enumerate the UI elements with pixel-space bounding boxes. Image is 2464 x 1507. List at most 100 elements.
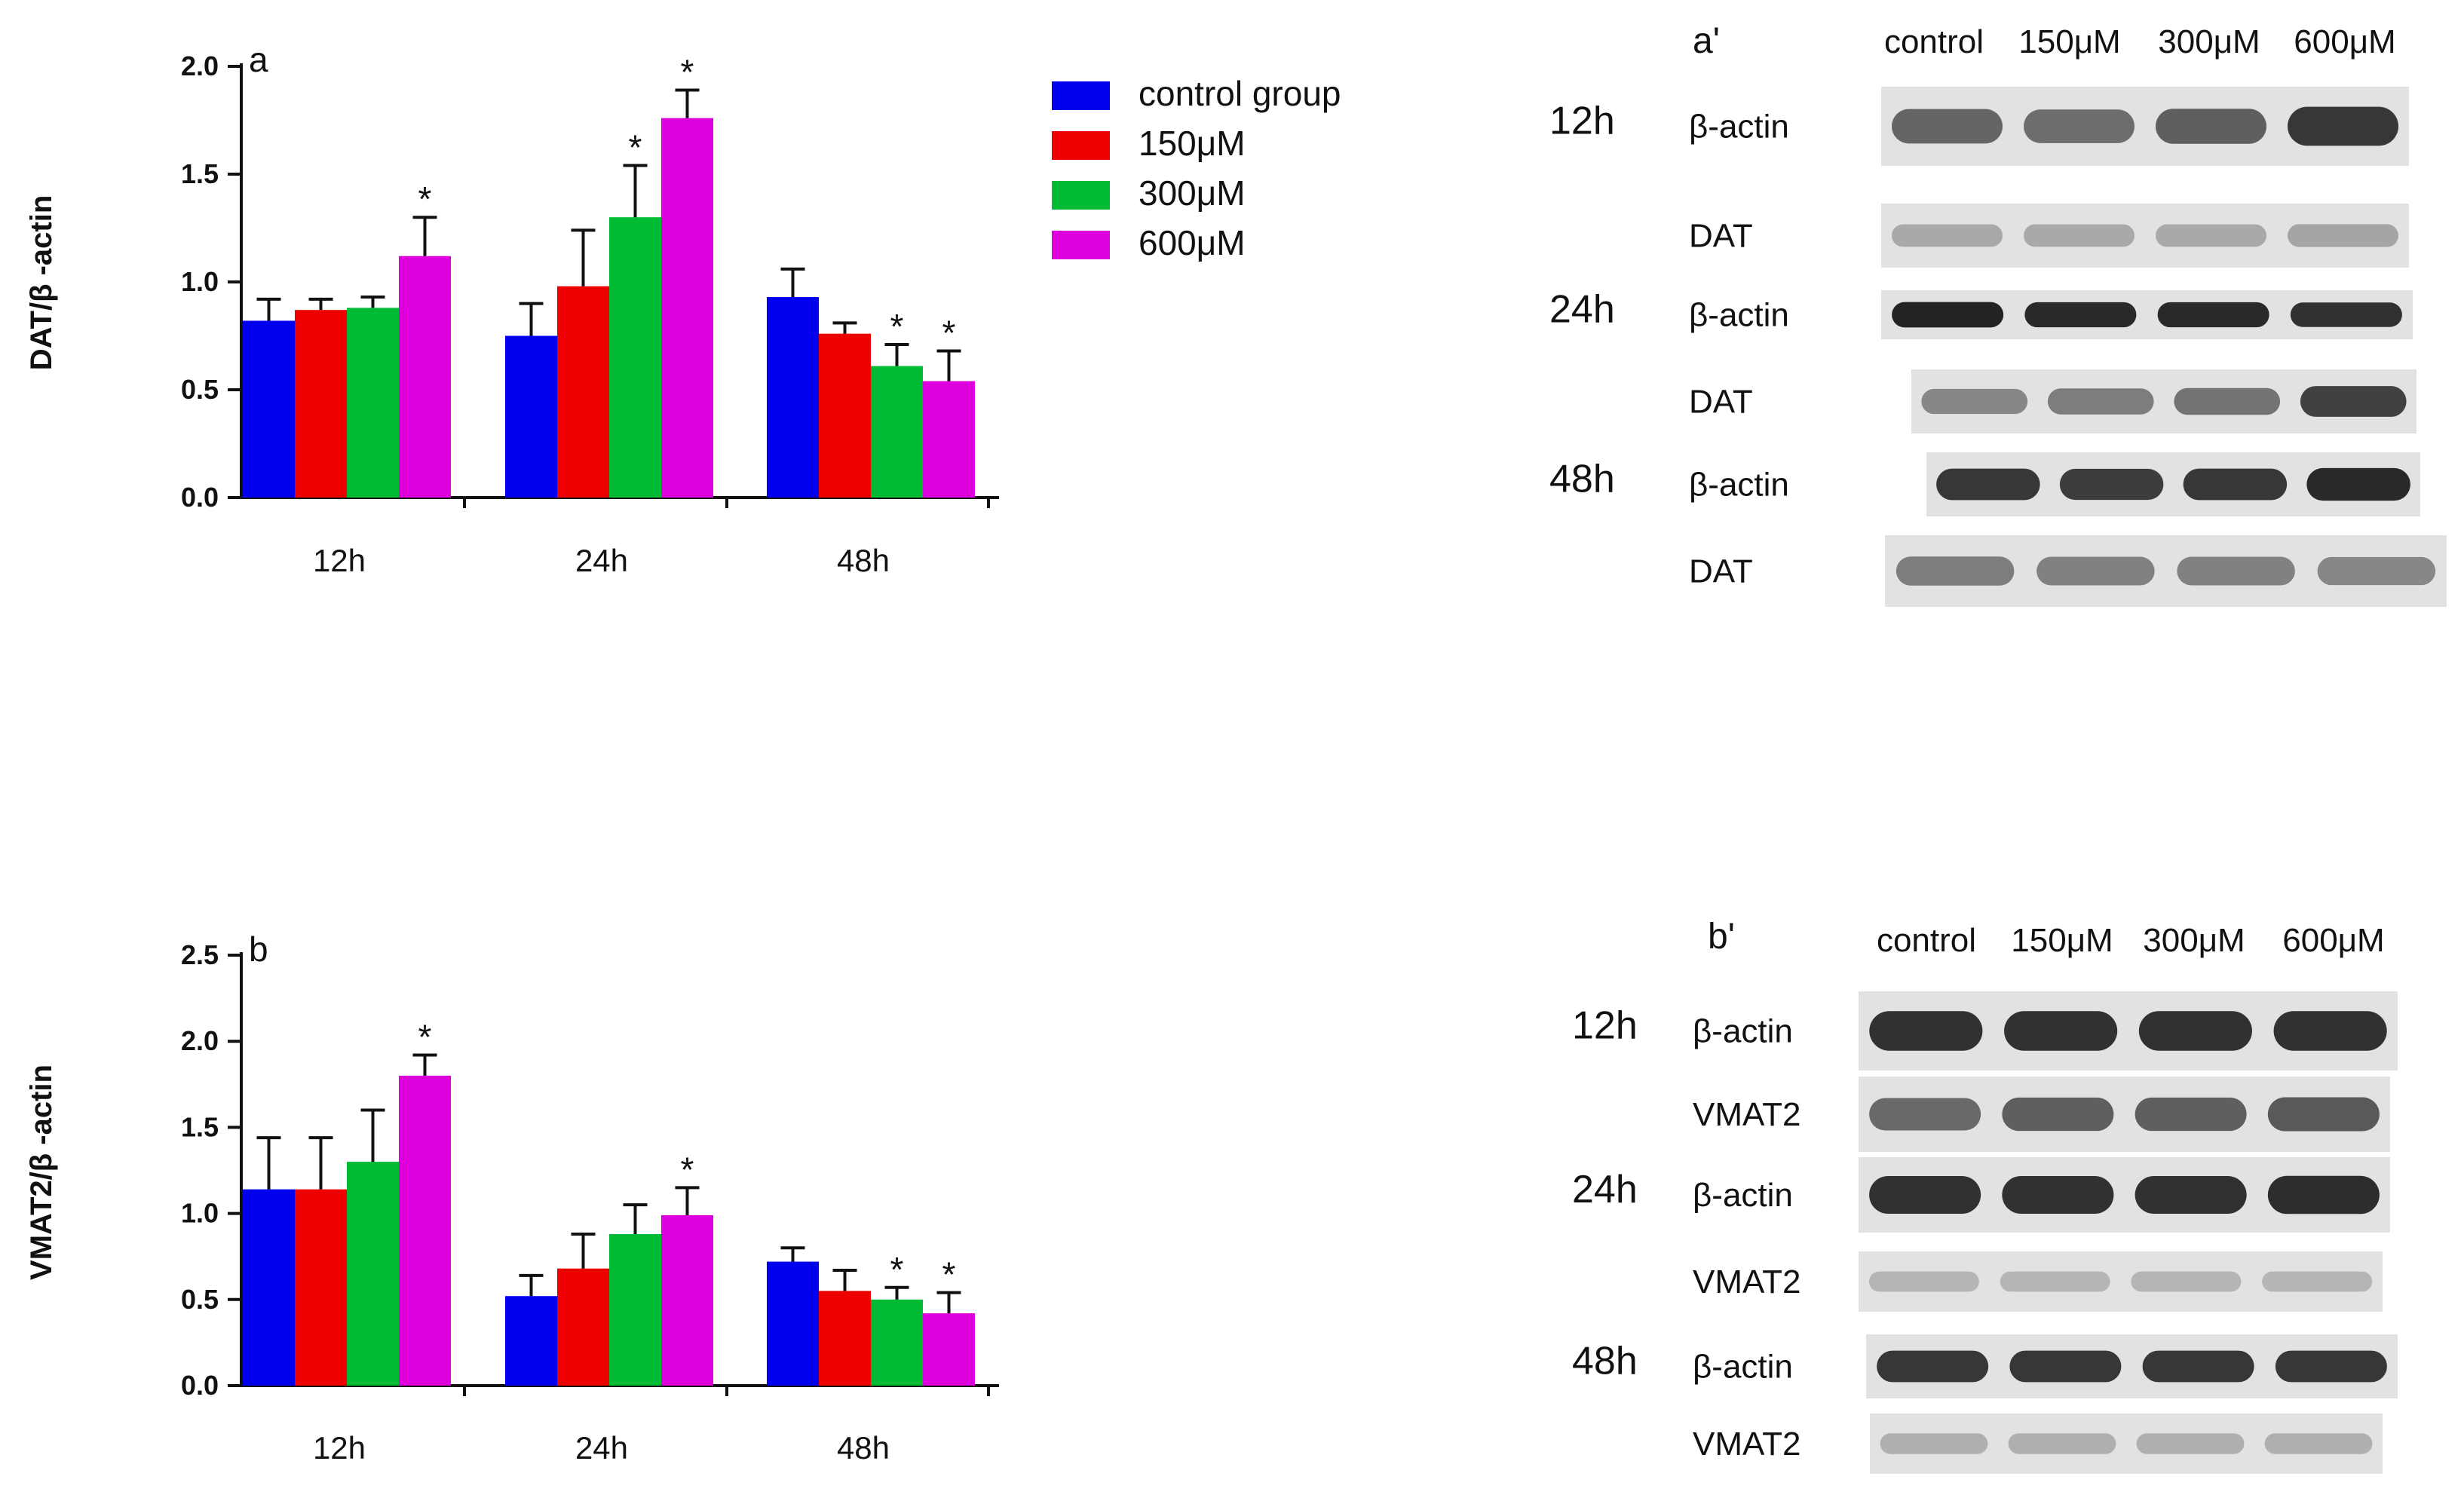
bar: [347, 308, 399, 498]
bar: [295, 310, 347, 498]
blot-row: [1885, 535, 2447, 607]
blot-band: [2024, 302, 2137, 328]
x-tick-label: 24h: [575, 1430, 628, 1466]
significance-star: *: [942, 1255, 956, 1294]
legend-swatch: [1052, 81, 1110, 110]
blot-band: [1896, 556, 2015, 586]
panel-label: a: [249, 40, 268, 79]
y-tick-label: 1.5: [181, 1111, 219, 1142]
blot-row: [1859, 1157, 2390, 1233]
y-tick-label: 2.5: [181, 939, 219, 970]
lane-label: 150μM: [2011, 922, 2113, 959]
blot-band: [1936, 468, 2040, 501]
blot-band: [2267, 1097, 2380, 1132]
legend-swatch: [1052, 131, 1110, 160]
bar: [505, 1296, 557, 1386]
blot-row: [1911, 369, 2416, 433]
blot-row: [1859, 1077, 2390, 1152]
bar: [767, 1261, 819, 1386]
bar: [505, 335, 557, 498]
lane-label: 600μM: [2294, 23, 2395, 60]
legend-swatch: [1052, 231, 1110, 259]
bar: [243, 320, 295, 498]
y-tick-label: 2.0: [181, 1025, 219, 1056]
blot-band: [2002, 1097, 2114, 1132]
blot-band: [2136, 1433, 2245, 1454]
bar: [661, 1214, 713, 1386]
blot-row-label: DAT: [1689, 384, 1753, 421]
blot-band: [2183, 468, 2288, 501]
bar: [243, 1189, 295, 1386]
blot-band: [2138, 1011, 2252, 1051]
blot-time-label: 48h: [1549, 458, 1615, 501]
blot-band: [1869, 1011, 1983, 1051]
blot-band: [1892, 302, 2004, 328]
blot-band: [2036, 556, 2155, 586]
blot-row-label: DAT: [1689, 553, 1753, 590]
bar: [295, 1189, 347, 1386]
blot-row: [1870, 1414, 2383, 1474]
bar: [819, 1291, 871, 1386]
bar: [767, 297, 819, 498]
significance-star: *: [629, 128, 642, 167]
blot-band: [2135, 1097, 2247, 1132]
bar: [399, 1075, 451, 1386]
bar: [819, 333, 871, 498]
bar: [557, 286, 609, 498]
bar: [347, 1162, 399, 1386]
y-tick-label: 1.5: [181, 158, 219, 189]
blot-time-label: 12h: [1572, 1004, 1638, 1048]
bar: [399, 256, 451, 498]
blot-band: [2264, 1433, 2373, 1454]
bar: [609, 217, 661, 498]
blot-band: [1869, 1176, 1981, 1214]
panel-label: a': [1693, 21, 1720, 61]
bar: [871, 1299, 923, 1386]
chart-b: 0.0 0.5 1.0 1.5 2.0 2.5 VMAT2/β -actin b * 12h * 24…: [25, 930, 999, 1466]
blot-row-label: VMAT2: [1693, 1263, 1800, 1300]
legend-layer: control group 150μM 300μM 600μM: [1052, 74, 1341, 262]
panel-label: b: [249, 930, 268, 969]
blot-band: [2059, 468, 2164, 501]
legend-swatch: [1052, 181, 1110, 210]
y-tick-label: 0.5: [181, 1284, 219, 1315]
blot-band: [2002, 1176, 2114, 1214]
blot-band: [1892, 224, 2003, 247]
blot-band: [2317, 556, 2436, 586]
y-tick-label: 0.5: [181, 374, 219, 405]
blot-row-label: VMAT2: [1693, 1096, 1800, 1133]
blot-band: [2273, 1011, 2387, 1051]
blot-row: [1881, 290, 2413, 339]
blot-band: [2047, 388, 2154, 415]
significance-star: *: [418, 1017, 432, 1056]
bar: [661, 118, 713, 498]
blot-row: [1859, 1251, 2383, 1312]
significance-star: *: [418, 179, 432, 219]
blot-row-label: β-actin: [1693, 1349, 1793, 1386]
significance-star: *: [681, 1150, 694, 1189]
blot-band: [2267, 1175, 2380, 1214]
blot-row-label: VMAT2: [1693, 1426, 1800, 1463]
significance-star: *: [890, 307, 904, 346]
blot-band: [2024, 109, 2135, 143]
blot-band: [2174, 387, 2281, 415]
blot-band: [1868, 1271, 1979, 1292]
lane-label: 150μM: [2018, 23, 2120, 60]
blot-band: [2156, 224, 2266, 247]
blot-row: [1859, 991, 2398, 1071]
bar: [923, 381, 975, 498]
legend-label: 600μM: [1139, 223, 1246, 262]
y-tick-label: 2.0: [181, 51, 219, 81]
lane-label: control: [1877, 922, 1976, 959]
blot-row-label: DAT: [1689, 218, 1753, 255]
blot-band: [2142, 1350, 2254, 1383]
blot-band: [2024, 224, 2135, 247]
x-tick-label: 12h: [313, 1430, 366, 1466]
y-tick-label: 1.0: [181, 1198, 219, 1229]
blot-row: [1926, 452, 2420, 516]
blot-band: [2262, 1271, 2373, 1292]
bar: [923, 1313, 975, 1386]
blot-band: [2288, 224, 2398, 247]
bar: [557, 1268, 609, 1386]
bar: [609, 1234, 661, 1386]
